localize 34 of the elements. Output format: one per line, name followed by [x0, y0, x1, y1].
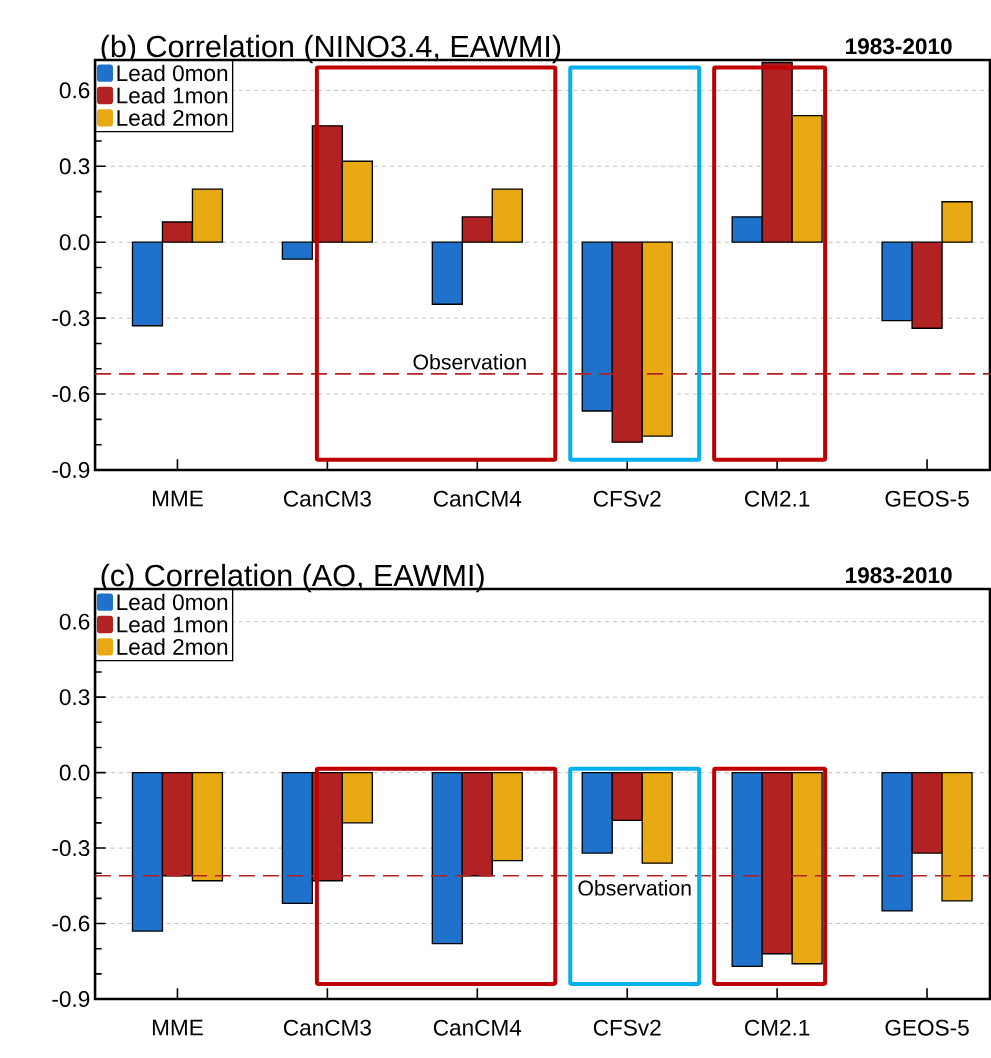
- text: 1983-2010: [845, 38, 952, 55]
- ref-line-label: Observation: [578, 880, 691, 896]
- y-tick-label: -0.9: [52, 461, 90, 478]
- y-tick-label: -0.3: [52, 310, 90, 327]
- y-tick-label: 0.3: [59, 158, 90, 175]
- legend-label: Lead 0mon: [117, 593, 227, 611]
- y-tick-label: 0.6: [59, 613, 90, 630]
- legend-label: Lead 0mon: [117, 64, 227, 82]
- x-tick-label: MME: [152, 490, 203, 507]
- x-tick-label: GEOS-5: [885, 1019, 969, 1036]
- legend-label: Lead 2mon: [117, 109, 227, 126]
- x-tick-label: CM2.1: [744, 1019, 810, 1036]
- y-tick-label: 0.0: [59, 764, 90, 781]
- ref-line-label: Observation: [413, 353, 526, 370]
- legend-label: Lead 1mon: [117, 86, 227, 104]
- legend-label: Lead 1mon: [117, 615, 227, 633]
- x-tick-label: CM2.1: [744, 490, 810, 507]
- legend-label: Lead 2mon: [117, 638, 227, 655]
- x-tick-label: CFSv2: [593, 490, 661, 507]
- y-tick-label: -0.3: [52, 840, 90, 857]
- y-tick-label: 0.3: [59, 689, 90, 706]
- x-tick-label: CanCM4: [433, 1019, 522, 1036]
- x-tick-label: GEOS-5: [885, 490, 969, 507]
- y-tick-label: 0.0: [59, 234, 90, 251]
- y-tick-label: 0.6: [59, 82, 90, 99]
- x-tick-label: CanCM4: [433, 490, 522, 507]
- y-tick-label: -0.9: [52, 991, 90, 1007]
- y-tick-label: -0.6: [52, 386, 90, 403]
- x-tick-label: CanCM3: [283, 490, 371, 507]
- y-tick-label: -0.6: [52, 915, 90, 932]
- text: 1983-2010: [845, 567, 952, 584]
- x-tick-label: CanCM3: [283, 1019, 371, 1036]
- x-tick-label: MME: [152, 1019, 203, 1036]
- x-tick-label: CFSv2: [593, 1019, 661, 1036]
